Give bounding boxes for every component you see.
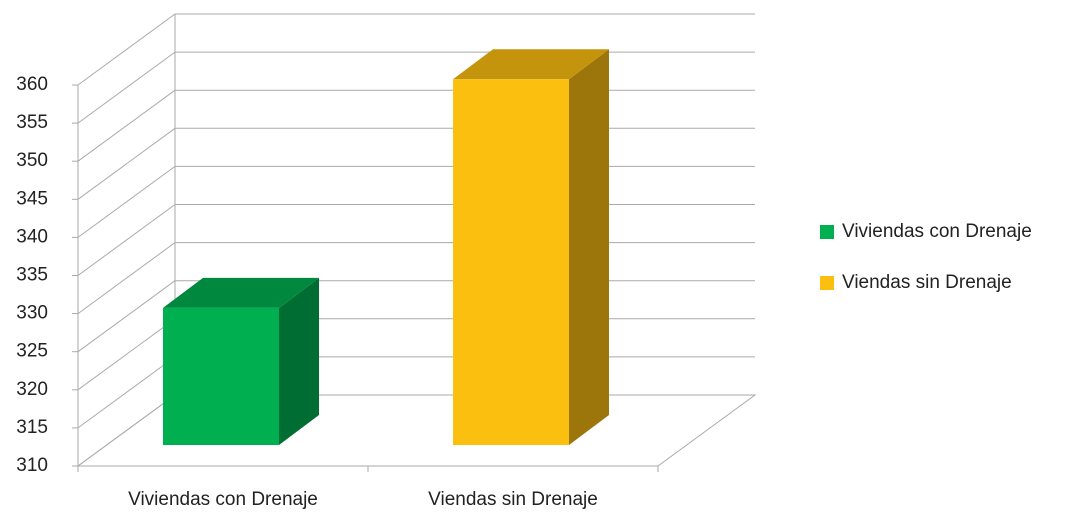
x-tick-label: Viendas sin Drenaje [428, 489, 598, 510]
y-tick-label: 360 [16, 74, 48, 95]
y-tick-label: 355 [16, 112, 48, 133]
legend-label: Viendas sin Drenaje [842, 272, 1012, 293]
y-tick-label: 310 [16, 455, 48, 476]
bar-top [453, 49, 609, 80]
legend-swatch [820, 225, 834, 239]
grid-line [77, 280, 176, 353]
grid-line [77, 165, 176, 238]
y-tick-label: 315 [16, 417, 48, 438]
y-tick-label: 340 [16, 226, 48, 247]
grid-line [77, 127, 176, 200]
grid-line [77, 318, 176, 391]
x-tick-label: Viviendas con Drenaje [128, 489, 318, 510]
grid-line [77, 204, 176, 276]
grid-line [77, 242, 176, 315]
grid-line [77, 356, 176, 429]
bar-side [569, 49, 609, 446]
y-tick-label: 320 [16, 379, 48, 400]
grid-line [77, 51, 176, 124]
legend-swatch [820, 276, 834, 290]
y-tick-label: 325 [16, 341, 48, 362]
bar-side [279, 277, 319, 445]
y-tick-label: 335 [16, 265, 48, 286]
y-tick-label: 350 [16, 150, 48, 171]
grid-line [77, 394, 176, 467]
grid-line [77, 89, 176, 162]
bar-top [163, 277, 319, 308]
bar [163, 307, 279, 445]
y-tick-label: 345 [16, 188, 48, 209]
legend-label: Viviendas con Drenaje [842, 221, 1032, 242]
bar [453, 79, 569, 446]
grid-line [77, 13, 176, 86]
y-tick-label: 330 [16, 303, 48, 324]
